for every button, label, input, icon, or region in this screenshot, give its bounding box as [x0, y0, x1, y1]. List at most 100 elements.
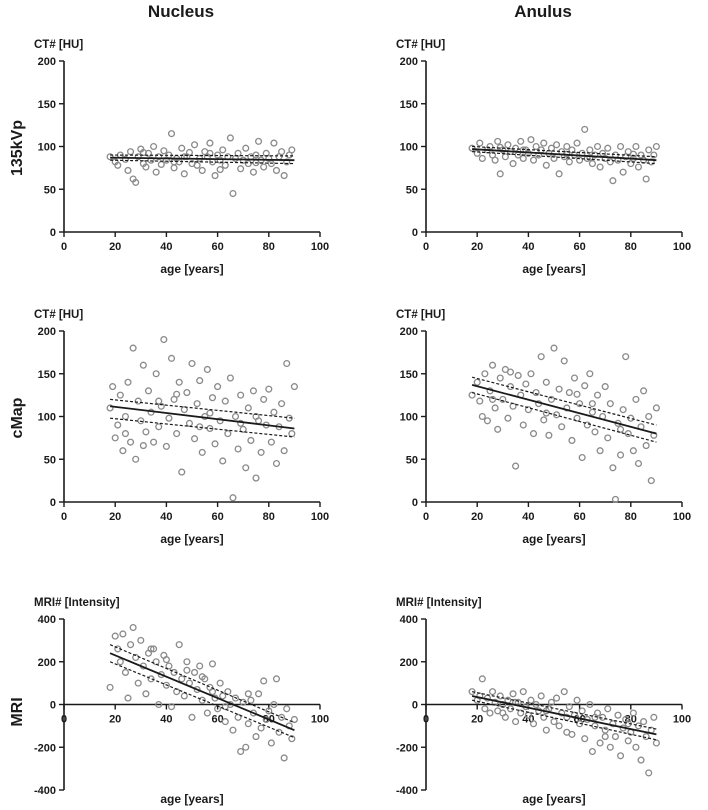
- data-point: [185, 419, 193, 427]
- data-point: [231, 412, 240, 421]
- data-point: [152, 168, 160, 176]
- data-point: [565, 389, 573, 397]
- data-point: [591, 722, 599, 730]
- x-tick-label: 0: [61, 714, 67, 726]
- data-point: [180, 406, 188, 414]
- data-point: [550, 344, 558, 352]
- data-point: [234, 445, 242, 453]
- ci-upper-line: [472, 145, 657, 158]
- data-point: [645, 769, 653, 777]
- data-point: [162, 656, 170, 664]
- data-point: [593, 391, 602, 399]
- data-point: [173, 390, 181, 398]
- x-tick-label: 100: [673, 714, 691, 726]
- data-point: [496, 692, 504, 700]
- x-tick-label: 40: [160, 511, 172, 523]
- data-point: [629, 709, 637, 717]
- y-unit-label: CT# [HU]: [396, 309, 445, 321]
- x-tick-label: 0: [423, 241, 429, 253]
- data-point: [229, 189, 237, 198]
- data-point: [491, 404, 499, 412]
- data-point: [237, 419, 245, 427]
- data-point: [652, 142, 660, 151]
- data-point: [483, 417, 491, 425]
- ci-upper-line: [109, 644, 295, 724]
- data-point: [134, 397, 142, 405]
- data-point: [242, 464, 250, 472]
- data-point: [155, 153, 163, 161]
- data-point: [473, 149, 481, 157]
- y-unit-label: CT# [HU]: [396, 39, 445, 51]
- data-point: [540, 139, 548, 147]
- data-point: [596, 739, 604, 747]
- data-point: [529, 720, 538, 728]
- data-point: [193, 400, 201, 408]
- data-point: [272, 675, 281, 683]
- data-point: [203, 709, 211, 717]
- data-point: [532, 142, 540, 151]
- data-point: [157, 671, 165, 679]
- data-point: [285, 414, 293, 422]
- x-axis-label: age [years]: [522, 532, 585, 546]
- data-point: [512, 718, 520, 726]
- data-point: [555, 722, 563, 730]
- y-tick-label: 50: [44, 184, 56, 196]
- data-point: [265, 385, 273, 393]
- data-point: [504, 414, 512, 422]
- data-point: [265, 707, 273, 715]
- data-point: [234, 149, 242, 157]
- data-point: [601, 726, 609, 734]
- data-point: [617, 752, 625, 760]
- data-point: [152, 658, 160, 666]
- data-point: [216, 156, 224, 164]
- data-point: [606, 743, 614, 751]
- data-point: [255, 137, 263, 145]
- data-point: [255, 690, 263, 698]
- data-point: [632, 743, 640, 751]
- data-point: [642, 175, 650, 183]
- data-point: [473, 378, 481, 386]
- x-tick-label: 0: [423, 511, 429, 523]
- ci-upper-line: [110, 154, 295, 157]
- data-point: [160, 147, 168, 155]
- data-point: [206, 149, 214, 157]
- data-point: [175, 378, 183, 386]
- data-point: [278, 400, 286, 408]
- data-point: [244, 160, 252, 168]
- x-tick-label: 20: [109, 714, 121, 726]
- data-point: [611, 495, 619, 503]
- data-point: [573, 696, 581, 704]
- data-point: [257, 724, 265, 732]
- data-point: [270, 139, 278, 147]
- data-point: [542, 378, 550, 386]
- ci-lower-line: [471, 699, 657, 741]
- data-point: [178, 144, 186, 152]
- data-point: [129, 623, 137, 632]
- data-point: [586, 370, 594, 378]
- data-point: [165, 414, 173, 422]
- data-point: [226, 134, 234, 142]
- data-point: [157, 160, 165, 169]
- data-point: [573, 390, 581, 398]
- x-tick-label: 80: [625, 511, 637, 523]
- data-point: [499, 709, 507, 717]
- data-point: [290, 383, 298, 391]
- data-point: [252, 733, 260, 741]
- data-point: [111, 632, 119, 640]
- y-tick-label: 0: [50, 700, 56, 712]
- data-point: [237, 747, 245, 756]
- y-tick-label: 0: [412, 700, 418, 712]
- data-point: [244, 690, 252, 698]
- data-point: [216, 166, 224, 174]
- data-point: [178, 675, 186, 683]
- data-point: [619, 168, 627, 176]
- x-tick-label: 20: [471, 511, 483, 523]
- data-point: [150, 142, 158, 151]
- data-point: [537, 353, 545, 361]
- x-tick-label: 0: [61, 511, 67, 523]
- data-point: [124, 378, 132, 386]
- data-point: [221, 703, 229, 711]
- regression-line: [471, 695, 657, 736]
- data-point: [652, 739, 660, 747]
- ci-upper-line: [471, 691, 657, 730]
